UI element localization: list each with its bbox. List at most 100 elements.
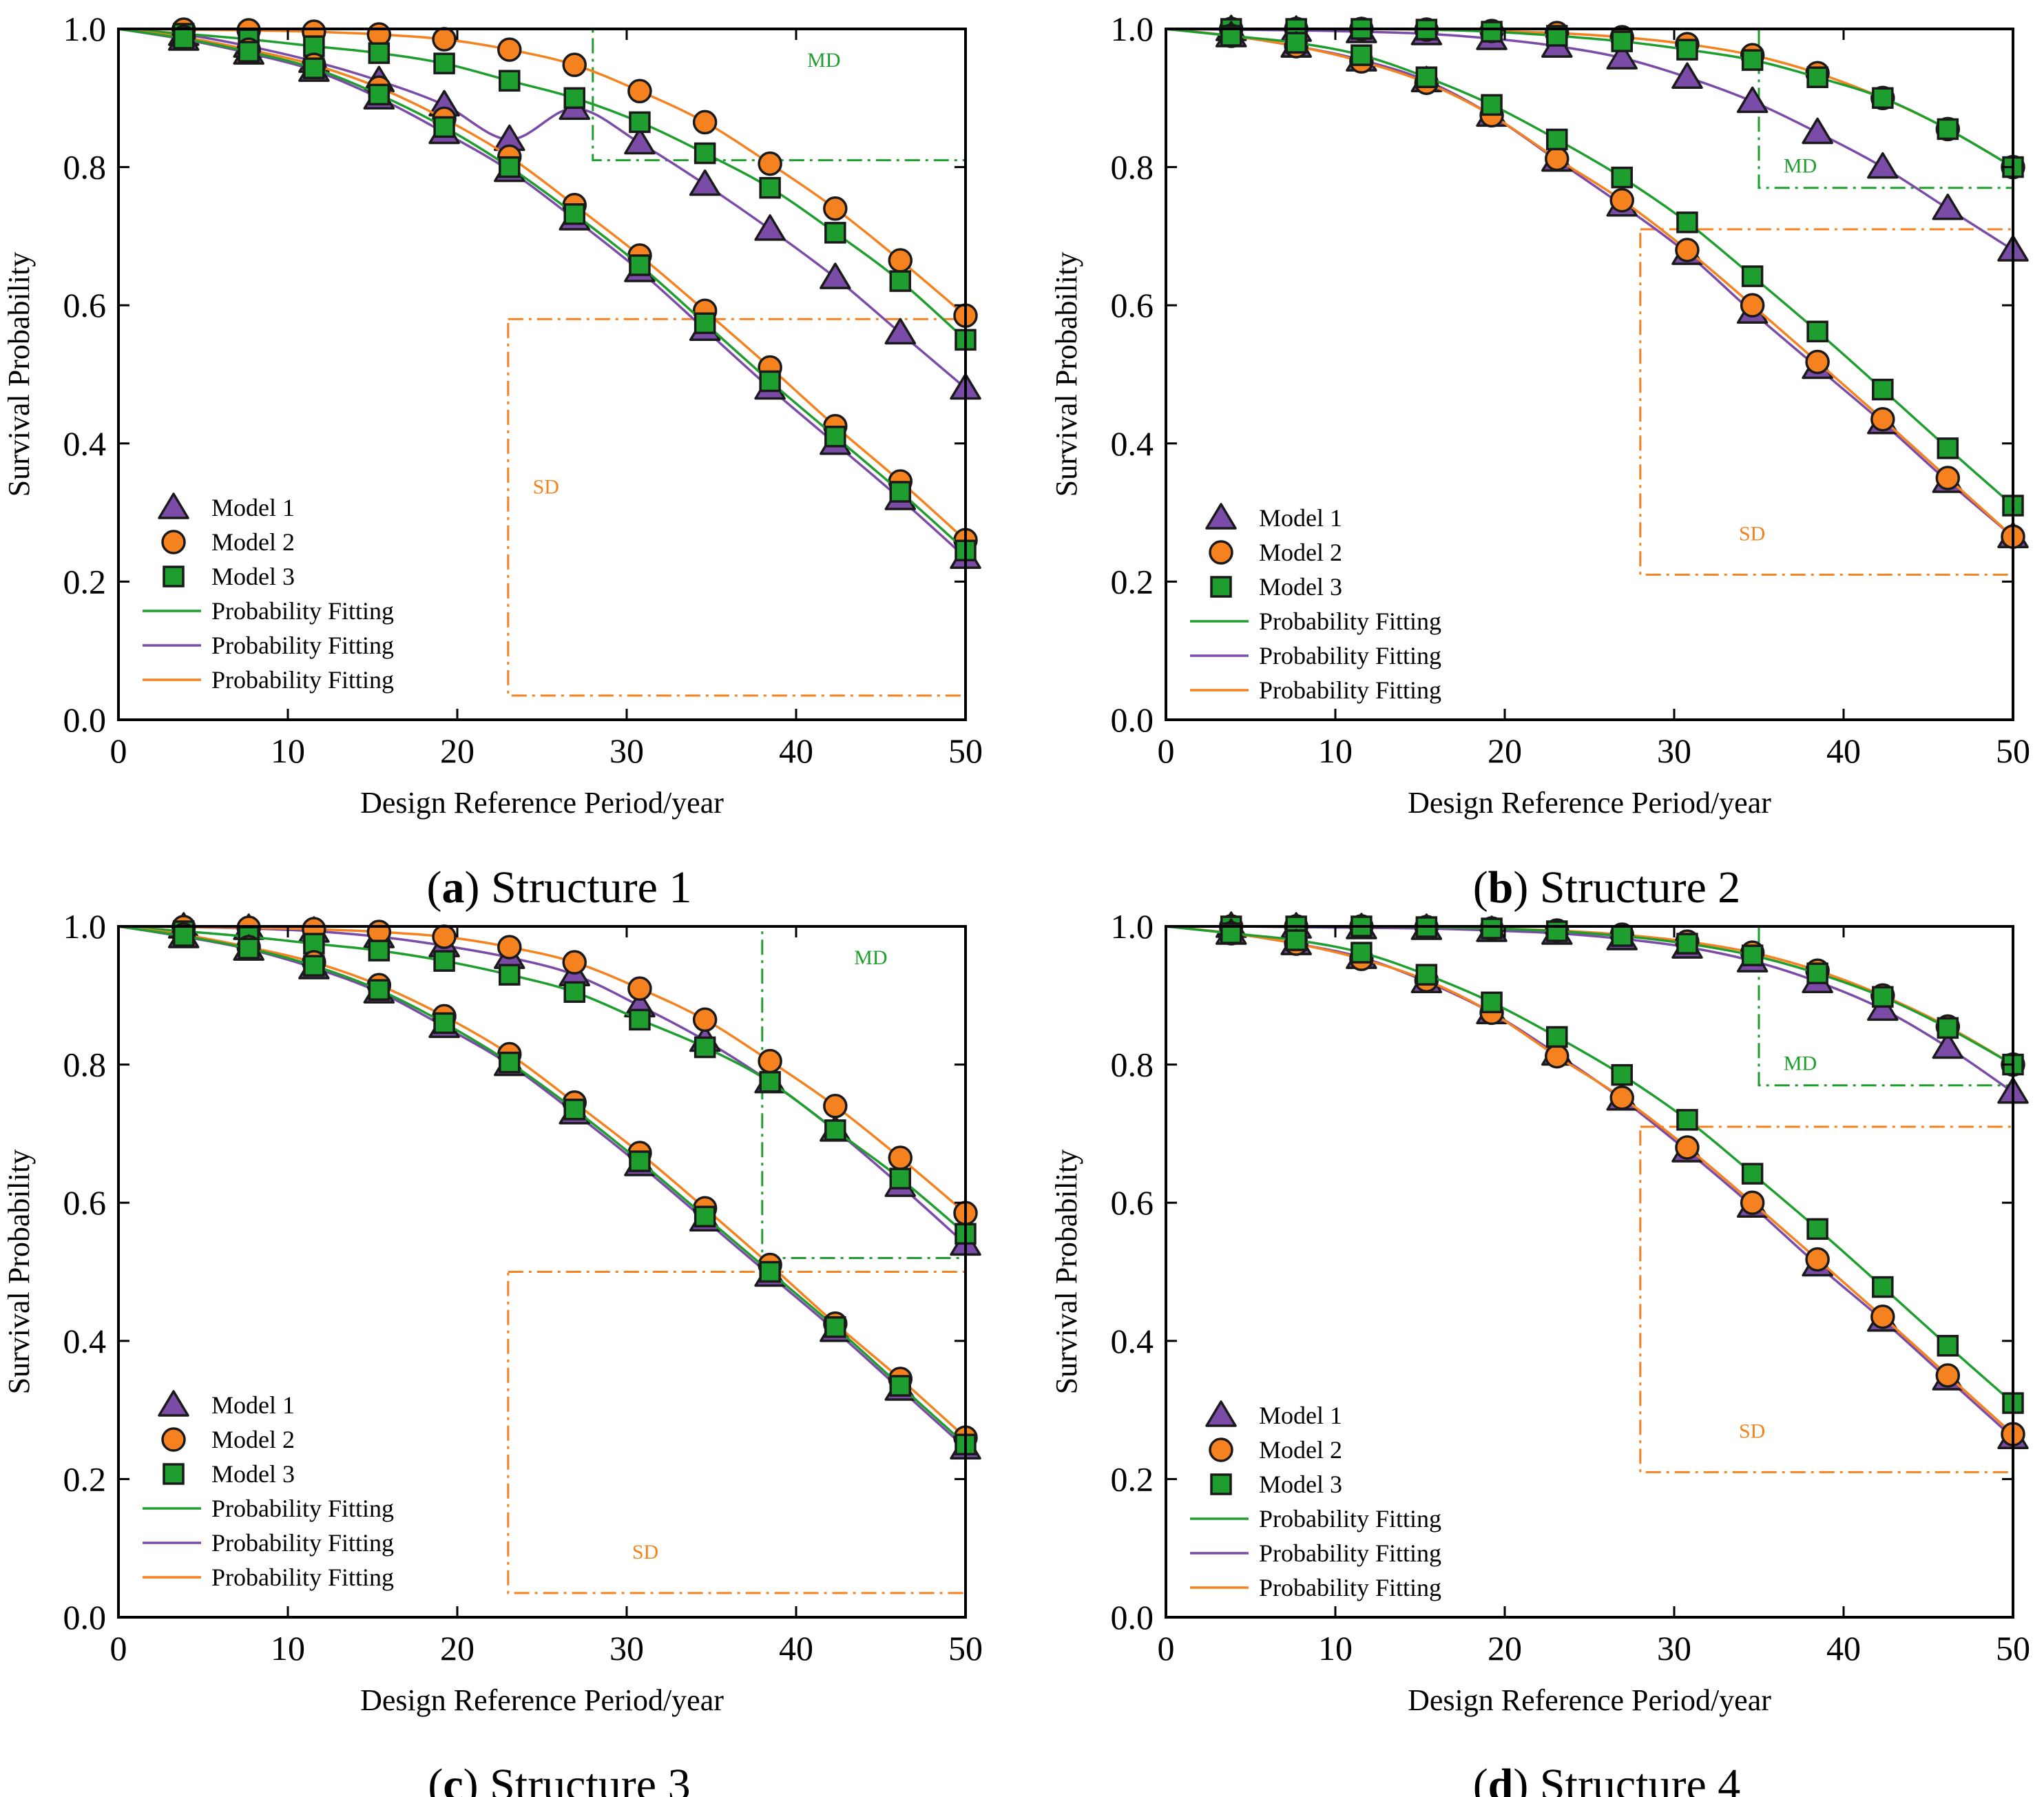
series-sd-model-1 — [1165, 21, 2029, 548]
y-tick-label: 0.6 — [1111, 286, 1154, 324]
data-point — [1741, 1163, 1764, 1185]
data-point — [889, 1375, 912, 1397]
data-point — [366, 920, 392, 944]
data-point — [1806, 66, 1828, 88]
caption-letter: a — [442, 862, 465, 913]
data-point — [1285, 929, 1307, 951]
legend-fit-label: Probability Fitting — [211, 1564, 394, 1591]
data-point — [563, 203, 585, 225]
data-point — [759, 1070, 781, 1093]
region-label: SD — [1739, 1420, 1765, 1442]
legend: Model 1 Model 2 Model 3 Probability Fitting… — [1190, 1400, 1441, 1601]
caption-paren-open: ( — [427, 862, 442, 913]
data-point — [1937, 1017, 1959, 1039]
series-sd-model-1 — [1165, 918, 2029, 1449]
x-tick-label: 30 — [609, 1629, 644, 1668]
legend-fit-label: Probability Fitting — [1259, 1505, 1441, 1533]
x-tick-label: 30 — [1657, 1629, 1691, 1668]
x-tick-label: 40 — [779, 1629, 813, 1668]
data-point — [759, 370, 781, 393]
y-tick-label: 1.0 — [63, 907, 107, 946]
data-point — [432, 27, 457, 52]
data-point — [889, 1167, 912, 1190]
legend-marker — [161, 1427, 186, 1452]
data-point — [823, 196, 848, 221]
legend: Model 1 Model 2 Model 3 Probability Fitting… — [143, 492, 394, 694]
legend-marker — [1205, 503, 1237, 530]
data-point — [1872, 378, 1894, 401]
legend-fit-label: Probability Fitting — [1259, 676, 1441, 704]
data-point — [303, 955, 325, 977]
fit-curve — [118, 925, 967, 1214]
legend-label: Model 2 — [1259, 1436, 1342, 1464]
legend-fit-label: Probability Fitting — [1259, 642, 1441, 669]
x-tick-label: 0 — [1158, 731, 1175, 770]
fit-curve — [118, 925, 967, 1439]
series-sd-model-3 — [1165, 922, 2024, 1414]
caption-text: Structure 4 — [1540, 1760, 1740, 1797]
data-point — [563, 981, 585, 1004]
caption-letter: b — [1488, 862, 1514, 913]
region-label: MD — [807, 49, 840, 72]
data-point — [694, 312, 716, 335]
region-label: SD — [632, 1541, 658, 1564]
legend: Model 1 Model 2 Model 3 Probability Fitting… — [143, 1390, 394, 1591]
legend-fit-label: Probability Fitting — [1259, 607, 1441, 635]
data-point — [499, 1051, 521, 1074]
x-tick-label: 40 — [1826, 731, 1861, 770]
data-point — [1872, 1276, 1894, 1298]
caption-paren-open: ( — [1473, 1760, 1488, 1797]
data-point — [499, 156, 521, 178]
plot-frame — [1165, 28, 2014, 721]
legend-marker — [158, 492, 189, 519]
data-point — [433, 116, 455, 138]
data-point — [629, 254, 651, 276]
data-point — [1350, 942, 1373, 964]
caption-paren-open: ( — [428, 1760, 443, 1797]
legend-fit-label: Probability Fitting — [1259, 1539, 1441, 1567]
data-point — [368, 979, 390, 1001]
chart-panel-d: MD SD 0 10 20 30 40 50 0.0 0.2 0.4 0.6 0.8 1.0 Design … — [1050, 907, 2030, 1797]
legend-fit-label: Probability Fitting — [211, 666, 394, 694]
x-tick-label: 50 — [948, 731, 983, 770]
data-point — [1546, 1026, 1568, 1048]
plot-frame — [1165, 925, 2014, 1619]
data-point — [238, 937, 260, 959]
legend-marker — [1209, 1437, 1233, 1462]
data-point — [1740, 1190, 1765, 1215]
data-point — [1805, 1247, 1830, 1272]
y-tick-label: 0.4 — [63, 1322, 107, 1360]
y-tick-label: 0.8 — [63, 148, 107, 187]
caption-text: Structure 2 — [1540, 862, 1740, 913]
caption-text: Structure 3 — [490, 1760, 690, 1797]
data-point — [689, 169, 721, 196]
data-point — [433, 52, 455, 74]
legend-fit-label: Probability Fitting — [211, 1529, 394, 1557]
data-point — [694, 1205, 716, 1228]
x-tick-label: 50 — [948, 1629, 983, 1668]
caption-letter: d — [1488, 1760, 1514, 1797]
series-md-model-2 — [118, 17, 978, 328]
region-box — [507, 1271, 967, 1595]
legend-label: Model 1 — [1259, 1402, 1342, 1429]
data-point — [1935, 466, 1961, 490]
x-tick-label: 20 — [440, 731, 474, 770]
legend-label: Model 2 — [1259, 539, 1342, 566]
caption-paren-open: ( — [1473, 862, 1488, 913]
data-point — [1481, 94, 1503, 116]
plot-frame — [117, 28, 967, 721]
x-tick-label: 20 — [1488, 731, 1522, 770]
caption-text: Structure 1 — [491, 862, 691, 913]
region-sd: SD — [1639, 228, 2014, 576]
legend-marker — [1205, 1400, 1237, 1427]
data-point — [433, 1012, 455, 1035]
y-tick-label: 0.0 — [1111, 700, 1154, 739]
region-box — [1639, 228, 2014, 576]
y-axis-title: Survival Probability — [1050, 252, 1083, 497]
data-point — [1867, 152, 1899, 179]
data-point — [1285, 32, 1307, 54]
data-point — [563, 87, 585, 110]
data-point — [694, 142, 716, 165]
caption-paren-close: ) — [463, 1760, 490, 1797]
data-point — [1937, 118, 1959, 141]
